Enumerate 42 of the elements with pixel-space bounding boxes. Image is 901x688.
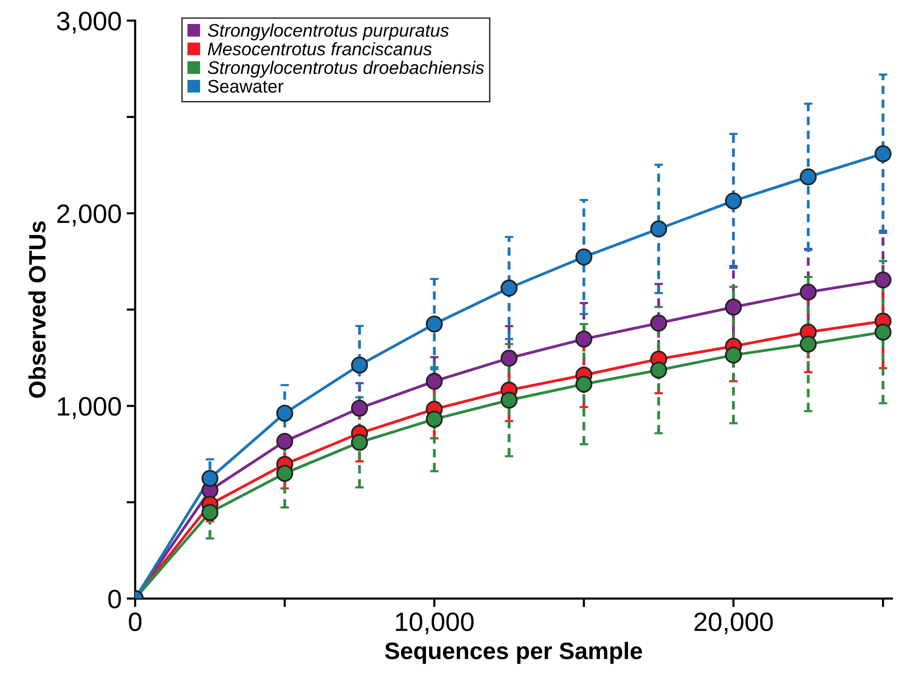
legend-label: Strongylocentrotus purpuratus (208, 24, 449, 40)
y-tick-label: 1,000 (58, 397, 121, 419)
point (276, 464, 294, 482)
point (650, 220, 668, 238)
point (276, 404, 294, 422)
point (650, 314, 668, 332)
point (426, 410, 443, 428)
point (351, 400, 368, 417)
legend-label: Seawater (208, 80, 284, 93)
point (575, 248, 592, 266)
point (351, 356, 368, 374)
point (650, 362, 668, 379)
point (500, 392, 518, 409)
point (201, 470, 218, 487)
point (724, 192, 742, 210)
point (500, 350, 518, 367)
point (724, 298, 742, 316)
point (724, 346, 742, 364)
point (874, 324, 892, 341)
point (874, 271, 892, 288)
point (276, 432, 294, 450)
point (426, 372, 443, 390)
x-axis-title: Sequences per Sample (384, 642, 642, 664)
y-axis-title: Observed OTUs (28, 221, 46, 398)
x-tick-label: 20,000 (694, 612, 773, 634)
x-tick-label: 10,000 (396, 612, 474, 634)
x-tick-label: 0 (128, 612, 142, 632)
point (800, 336, 817, 353)
legend-label: Mesocentrotus franciscanus (208, 42, 432, 56)
point (800, 168, 817, 186)
legend-label: Strongylocentrotus droebachiensis (208, 60, 484, 78)
y-tick-label: 3,000 (56, 12, 121, 34)
point (426, 316, 443, 333)
point (800, 284, 817, 301)
point (874, 145, 892, 162)
y-tick-label: 2,000 (57, 204, 121, 226)
point (575, 376, 592, 393)
point (351, 434, 368, 451)
point (201, 504, 218, 521)
point (500, 280, 518, 296)
point (575, 330, 592, 348)
y-tick-label: 0 (108, 590, 121, 608)
